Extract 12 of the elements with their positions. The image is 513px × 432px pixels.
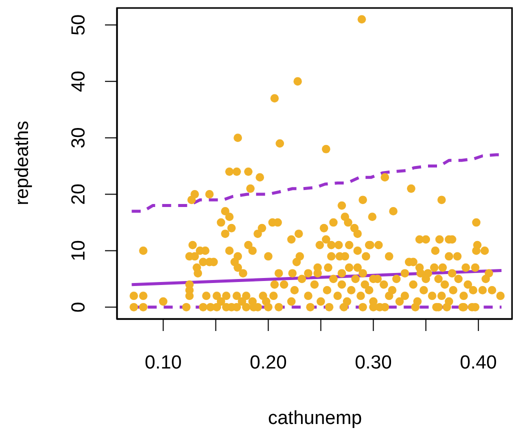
x-tick-label: 0.30 bbox=[354, 352, 392, 374]
y-tick-label: 0 bbox=[68, 302, 90, 312]
x-tick-label: 0.10 bbox=[144, 352, 182, 374]
y-tick-label: 20 bbox=[68, 184, 90, 205]
y-tick-label: 30 bbox=[68, 127, 90, 148]
y-tick-label: 40 bbox=[68, 70, 90, 92]
y-axis-title: repdeaths bbox=[12, 120, 34, 206]
x-tick-label: 0.40 bbox=[460, 352, 497, 374]
x-tick-label: 0.20 bbox=[250, 352, 287, 374]
x-axis-title: cathunemp bbox=[268, 408, 362, 429]
y-tick-label: 10 bbox=[68, 240, 90, 262]
y-tick-label: 50 bbox=[68, 14, 90, 36]
